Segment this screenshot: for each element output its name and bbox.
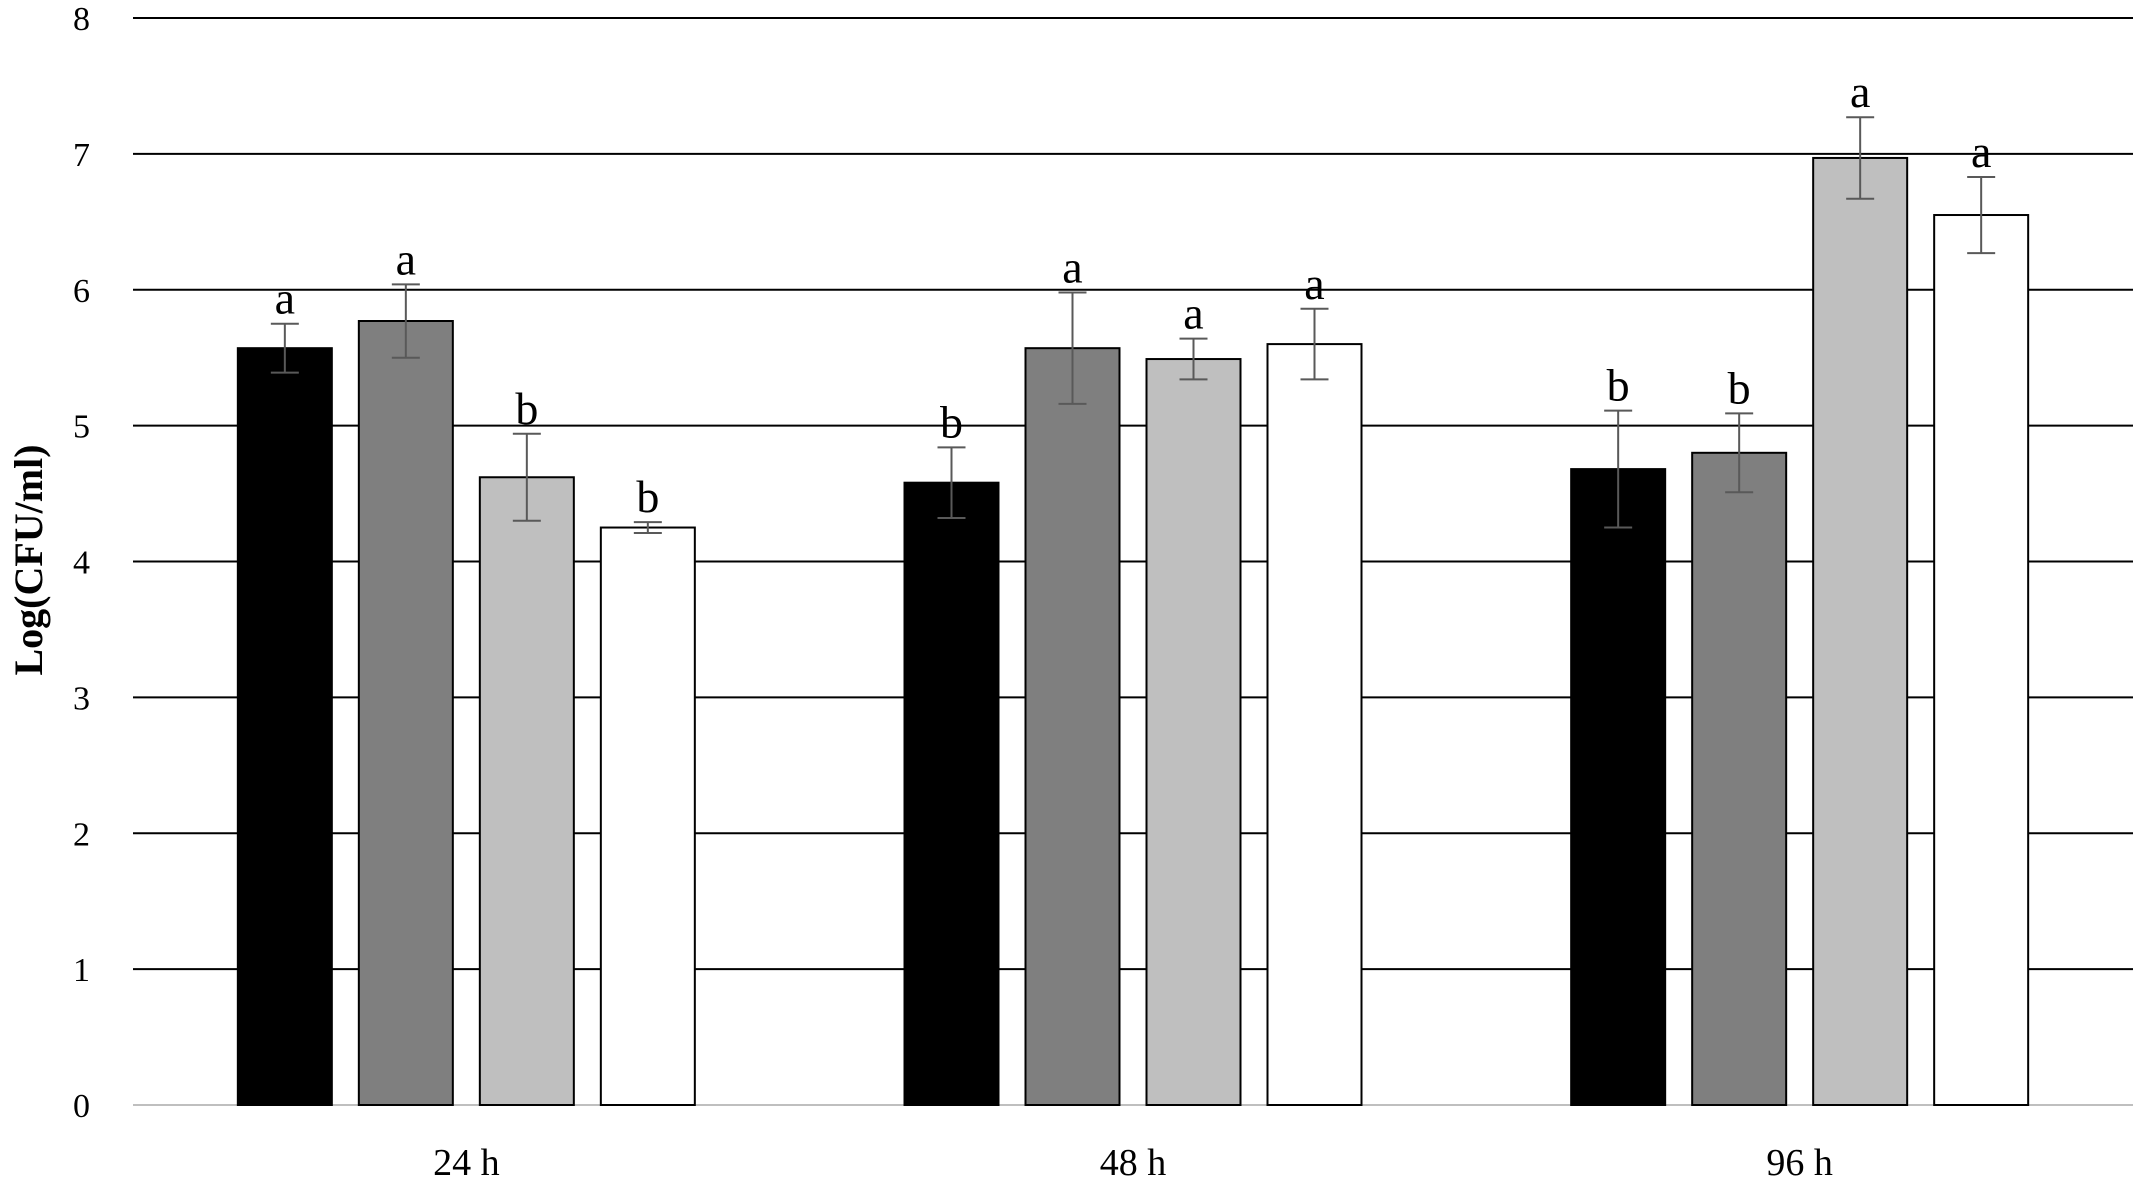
error-bar-48h-series1 bbox=[937, 446, 966, 520]
y-tick-label-8: 8 bbox=[73, 1, 90, 38]
y-tick-label-7: 7 bbox=[73, 137, 90, 174]
y-axis-label: Log(CFU/ml) bbox=[6, 444, 51, 675]
significance-label-24h-series4: b bbox=[636, 471, 659, 522]
significance-label-24h-series3: b bbox=[515, 383, 538, 434]
significance-label-48h-series4: a bbox=[1304, 258, 1324, 309]
error-bar-96h-series4 bbox=[1967, 175, 1996, 255]
y-tick-label-2: 2 bbox=[73, 816, 90, 853]
y-tick-label-6: 6 bbox=[73, 273, 90, 310]
bar-48h-series3 bbox=[1145, 358, 1242, 1106]
error-bars bbox=[270, 116, 1996, 534]
x-axis-category-labels: 24 h 48 h 96 h bbox=[433, 1142, 1833, 1182]
bar-48h-series4 bbox=[1266, 343, 1363, 1107]
significance-label-24h-series1: a bbox=[275, 273, 295, 324]
y-tick-label-0: 0 bbox=[73, 1088, 90, 1125]
significance-labels: a a b b b a a a b b a a bbox=[275, 66, 1992, 522]
y-tick-label-4: 4 bbox=[73, 545, 90, 582]
y-tick-label-1: 1 bbox=[73, 952, 90, 989]
error-bar-48h-series3 bbox=[1179, 337, 1208, 381]
significance-label-48h-series2: a bbox=[1062, 241, 1082, 292]
error-bar-48h-series2 bbox=[1058, 291, 1087, 405]
significance-label-96h-series2: b bbox=[1728, 362, 1751, 413]
significance-label-96h-series4: a bbox=[1971, 126, 1991, 177]
bar-96h-series3 bbox=[1812, 156, 1909, 1107]
bars bbox=[236, 156, 2030, 1107]
bar-96h-series4 bbox=[1933, 214, 2030, 1107]
y-tick-label-3: 3 bbox=[73, 680, 90, 717]
bar-96h-series1 bbox=[1570, 468, 1667, 1107]
x-category-label-24h: 24 h bbox=[433, 1142, 500, 1182]
error-bar-24h-series1 bbox=[270, 322, 299, 374]
bar-24h-series2 bbox=[357, 320, 454, 1107]
bar-48h-series1 bbox=[903, 481, 1000, 1106]
gridlines bbox=[133, 17, 2133, 1106]
bar-96h-series2 bbox=[1691, 451, 1788, 1106]
bar-24h-series1 bbox=[236, 347, 333, 1106]
bar-24h-series4 bbox=[599, 526, 696, 1106]
x-category-label-48h: 48 h bbox=[1100, 1142, 1167, 1182]
significance-label-48h-series1: b bbox=[940, 396, 963, 447]
error-bar-24h-series4 bbox=[633, 521, 662, 534]
y-axis-ticks: 0 1 2 3 4 5 6 7 8 bbox=[73, 1, 90, 1125]
error-bar-48h-series4 bbox=[1300, 307, 1329, 381]
x-category-label-96h: 96 h bbox=[1766, 1142, 1833, 1182]
y-tick-label-5: 5 bbox=[73, 409, 90, 446]
error-bar-96h-series2 bbox=[1725, 412, 1754, 494]
bar-48h-series2 bbox=[1024, 347, 1121, 1106]
error-bar-96h-series3 bbox=[1846, 116, 1875, 200]
significance-label-48h-series3: a bbox=[1183, 288, 1203, 339]
significance-label-24h-series2: a bbox=[396, 233, 416, 284]
significance-label-96h-series1: b bbox=[1607, 360, 1630, 411]
error-bar-24h-series3 bbox=[512, 432, 541, 522]
significance-label-96h-series3: a bbox=[1850, 66, 1870, 117]
bar-24h-series3 bbox=[478, 476, 575, 1106]
error-bar-96h-series1 bbox=[1604, 409, 1633, 529]
error-bar-24h-series2 bbox=[391, 283, 420, 359]
